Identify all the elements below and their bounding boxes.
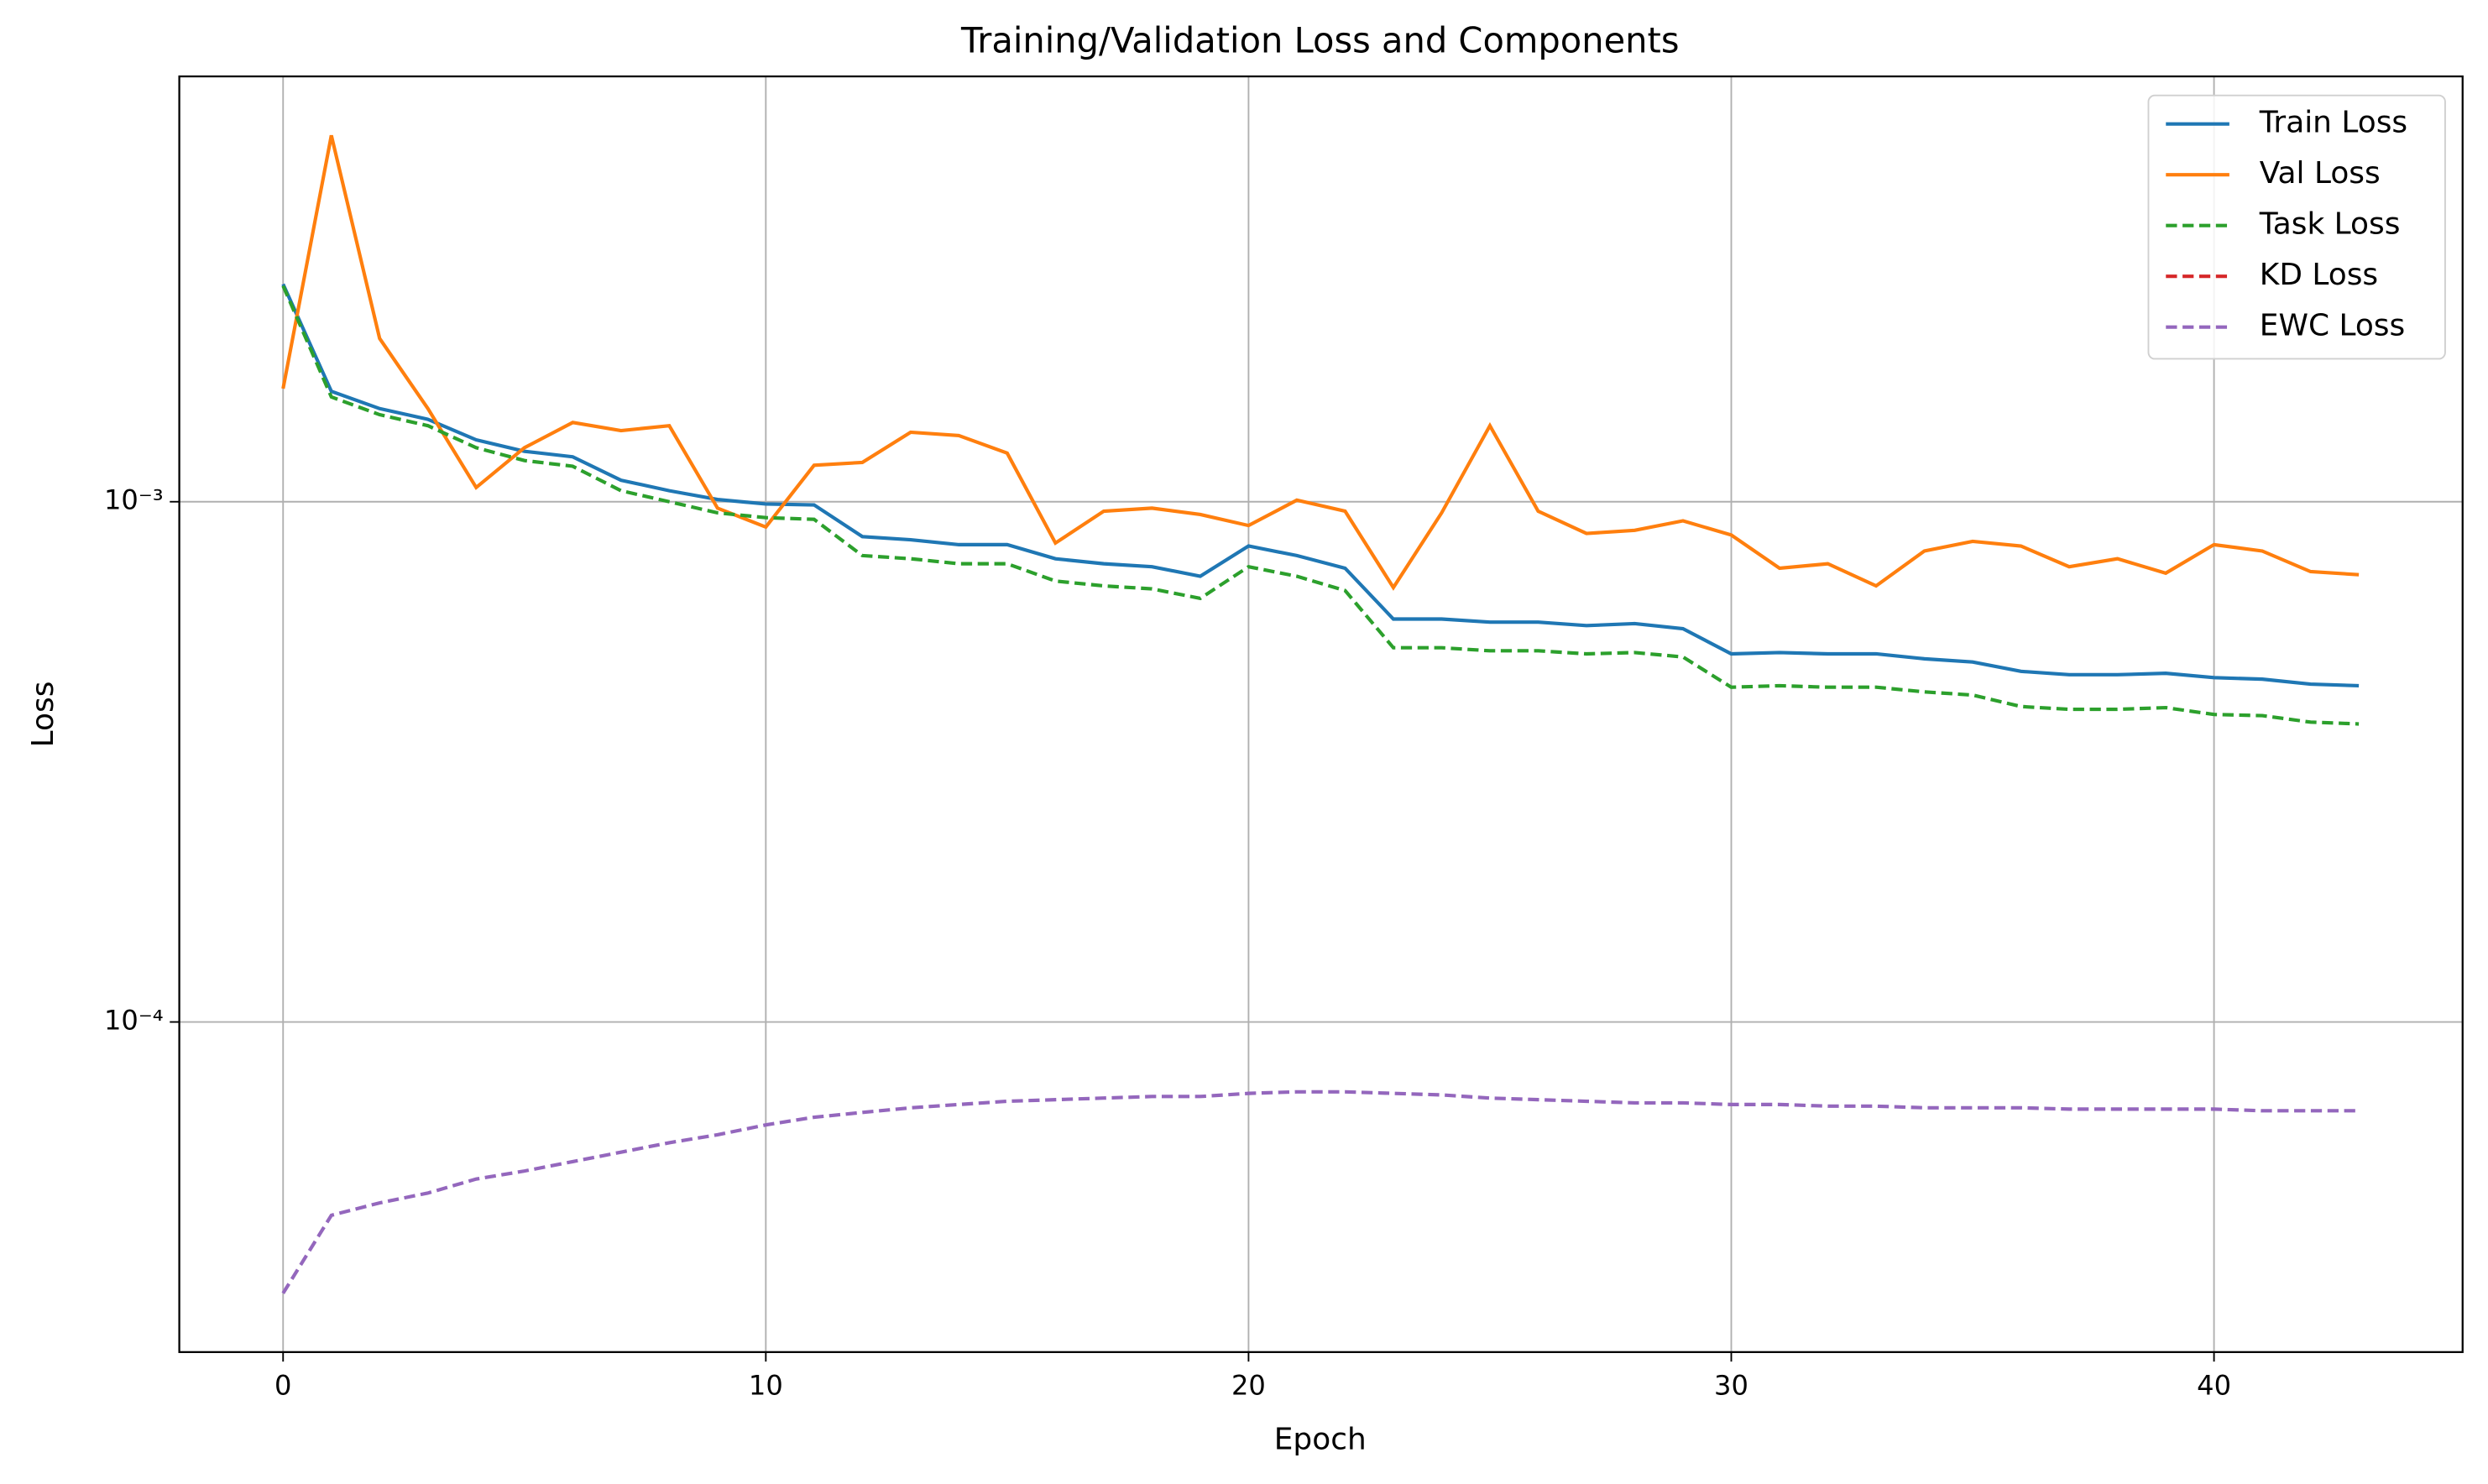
x-tick-label: 30 [1714, 1369, 1748, 1401]
series-line [281, 283, 2360, 687]
plot-frame [178, 75, 2464, 1353]
x-tick-label: 0 [274, 1369, 291, 1401]
chart-title: Training/Validation Loss and Components [960, 19, 1679, 60]
x-axis-label: Epoch [1274, 1423, 1367, 1457]
legend-label: EWC Loss [2260, 309, 2405, 343]
x-tick-label: 10 [749, 1369, 783, 1401]
series-line [281, 134, 2360, 591]
series-line [281, 285, 2360, 726]
legend-label: Val Loss [2260, 156, 2381, 191]
y-axis-label: Loss [26, 682, 60, 748]
series-line [281, 1089, 2360, 1294]
y-tick-label: 10⁻³ [104, 484, 164, 516]
x-tick-label: 20 [1231, 1369, 1266, 1401]
legend-label: Task Loss [2259, 207, 2401, 242]
legend-label: Train Loss [2259, 106, 2407, 140]
legend-box [2147, 94, 2446, 360]
y-tick-label: 10⁻⁴ [104, 1005, 164, 1037]
x-tick-label: 40 [2197, 1369, 2231, 1401]
legend-label: KD Loss [2260, 258, 2378, 292]
